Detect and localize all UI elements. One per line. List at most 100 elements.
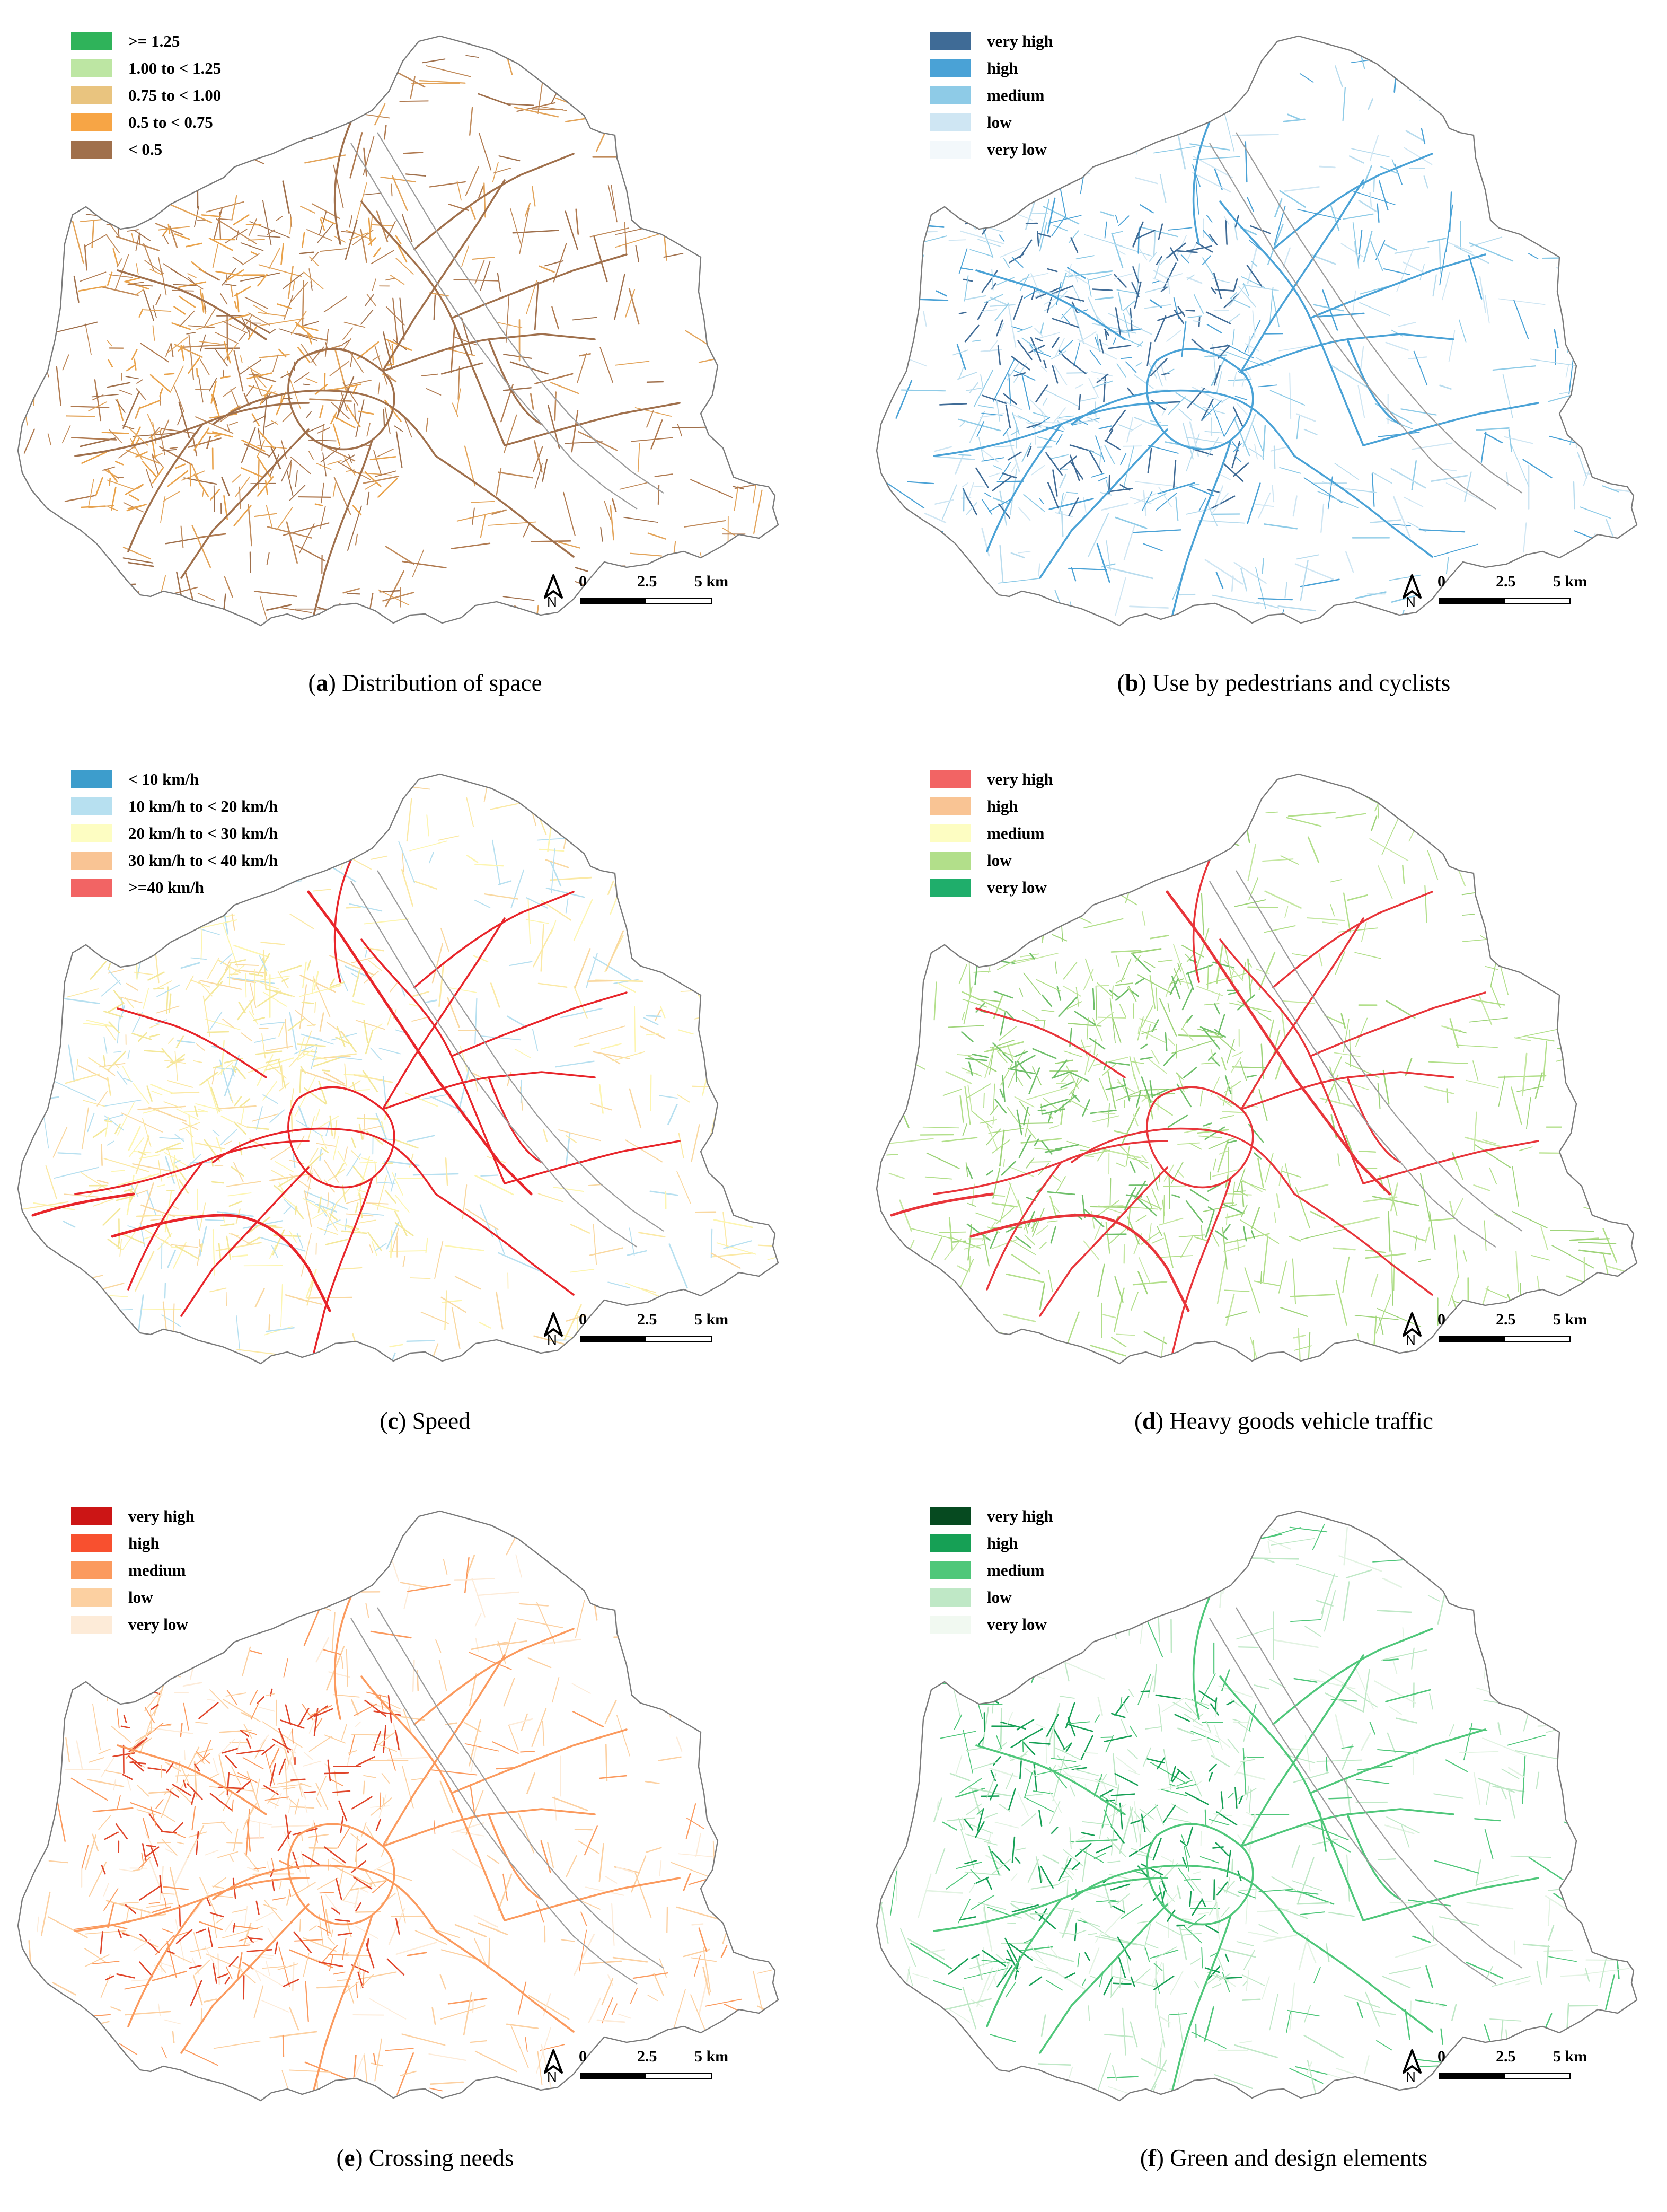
street-segment (1132, 1188, 1136, 1195)
street-segment (78, 286, 105, 291)
street-segment (679, 1133, 684, 1157)
street-segment (1447, 242, 1472, 252)
street-segment (1248, 198, 1254, 212)
street-segment (216, 1137, 221, 1151)
street-segment (481, 514, 486, 537)
street-segment (692, 1924, 703, 1925)
street-segment (226, 1756, 236, 1768)
street-segment (1272, 1877, 1296, 1890)
street-segment (1579, 1573, 1581, 1597)
street-segment (1116, 215, 1118, 223)
street-segment (1619, 1325, 1652, 1333)
street-segment (1617, 1954, 1619, 1979)
street-segment (1530, 359, 1577, 366)
street-segment (1583, 864, 1604, 877)
street-segment (1138, 231, 1155, 238)
street-segment (1179, 1035, 1222, 1037)
street-segment (105, 1310, 133, 1311)
street-segment (652, 190, 660, 212)
street-segment (691, 1958, 716, 1961)
street-segment (519, 1604, 548, 1606)
street-segment (290, 809, 308, 850)
street-segment (981, 375, 983, 388)
street-segment (1109, 990, 1119, 998)
street-segment (634, 909, 676, 912)
street-segment (893, 615, 933, 618)
street-segment (239, 332, 246, 341)
street-segment (1228, 1141, 1236, 1143)
street-segment (1307, 918, 1344, 920)
street-segment (336, 1163, 344, 1176)
street-segment (601, 78, 608, 119)
street-segment (1011, 327, 1022, 330)
street-segment (1186, 112, 1230, 113)
street-segment (199, 1702, 218, 1718)
street-segment (1070, 455, 1079, 480)
street-segment (250, 222, 290, 238)
street-segment (328, 1202, 337, 1224)
street-segment (654, 1973, 664, 1995)
street-segment (323, 1070, 330, 1071)
street-segment (197, 1189, 198, 1210)
street-segment (289, 2007, 298, 2030)
street-segment (640, 950, 673, 958)
danube-river-bank (1236, 871, 1522, 1231)
street-segment (1566, 365, 1568, 377)
street-segment (575, 567, 587, 571)
legend-swatch (930, 59, 971, 77)
street-segment (1205, 432, 1222, 433)
street-segment (934, 1981, 961, 1990)
street-segment (1218, 1015, 1224, 1034)
street-segment (108, 1141, 114, 1145)
street-segment (1571, 972, 1585, 1011)
street-segment (1344, 1582, 1350, 1621)
street-segment (189, 335, 193, 379)
street-segment (957, 1055, 972, 1056)
street-segment (1164, 1566, 1168, 1576)
street-segment (695, 202, 702, 230)
street-segment (1253, 425, 1263, 451)
street-segment (345, 835, 364, 846)
street-segment (367, 423, 370, 436)
street-segment (1090, 1345, 1125, 1356)
street-segment (1273, 1640, 1318, 1647)
street-segment (1216, 572, 1223, 588)
arterial-road (383, 1655, 505, 1846)
street-segment (1271, 447, 1287, 451)
street-segment (558, 798, 602, 815)
street-segment (540, 849, 564, 851)
street-segment (267, 1046, 293, 1051)
street-segment (706, 878, 707, 922)
street-segment (263, 1095, 278, 1104)
street-segment (33, 795, 52, 797)
legend-swatch (930, 113, 971, 131)
street-segment (1241, 1205, 1247, 1217)
street-segment (241, 273, 280, 281)
legend-item: medium (71, 1557, 195, 1584)
street-segment (574, 1935, 594, 1975)
street-segment (998, 481, 1024, 482)
street-segment (227, 978, 274, 984)
street-segment (1043, 398, 1047, 405)
street-segment (720, 436, 765, 444)
street-segment (1292, 1881, 1322, 1891)
street-segment (52, 133, 67, 168)
street-segment (1215, 289, 1233, 291)
street-segment (610, 1587, 650, 1607)
street-segment (993, 466, 1001, 469)
street-segment (1375, 784, 1387, 811)
street-segment (1161, 363, 1166, 380)
street-segment (726, 987, 739, 1025)
street-segment (1135, 481, 1176, 486)
legend-label: very low (987, 140, 1047, 159)
street-segment (738, 1725, 781, 1736)
street-segment (1345, 1257, 1349, 1279)
street-segment (284, 1787, 295, 1789)
street-segment (1178, 1143, 1199, 1145)
street-segment (267, 553, 269, 565)
street-segment (1314, 1968, 1320, 1983)
street-segment (352, 1700, 358, 1715)
street-segment (1463, 1250, 1467, 1261)
